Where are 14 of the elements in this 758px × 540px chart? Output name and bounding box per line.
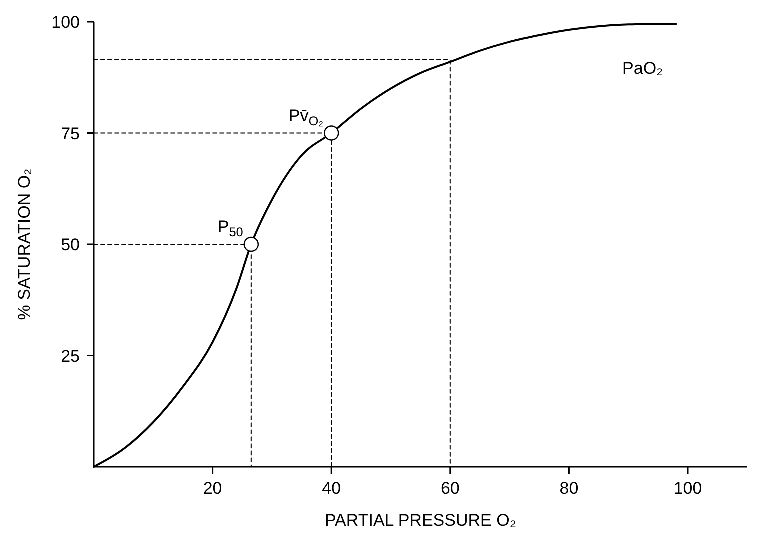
y-axis-title: % SATURATION O₂ bbox=[15, 168, 34, 320]
x-tick-label: 60 bbox=[440, 479, 460, 498]
x-tick-label: 80 bbox=[560, 479, 579, 498]
annotation: PaO₂ bbox=[622, 59, 664, 78]
y-tick-label: 75 bbox=[61, 124, 80, 144]
x-tick-label: 40 bbox=[322, 479, 342, 498]
y-tick-label: 50 bbox=[61, 236, 80, 254]
x-tick-label: 20 bbox=[203, 479, 222, 498]
y-tick-label: 100 bbox=[52, 13, 80, 32]
y-tick-label: 25 bbox=[61, 346, 80, 366]
annotation: P$_{50}$ bbox=[218, 218, 244, 240]
annotation: Pv̄$_{O₂}$ bbox=[288, 106, 324, 128]
x-axis-title: PARTIAL PRESSURE O₂ bbox=[324, 511, 516, 530]
x-tick-label: 100 bbox=[674, 479, 702, 498]
